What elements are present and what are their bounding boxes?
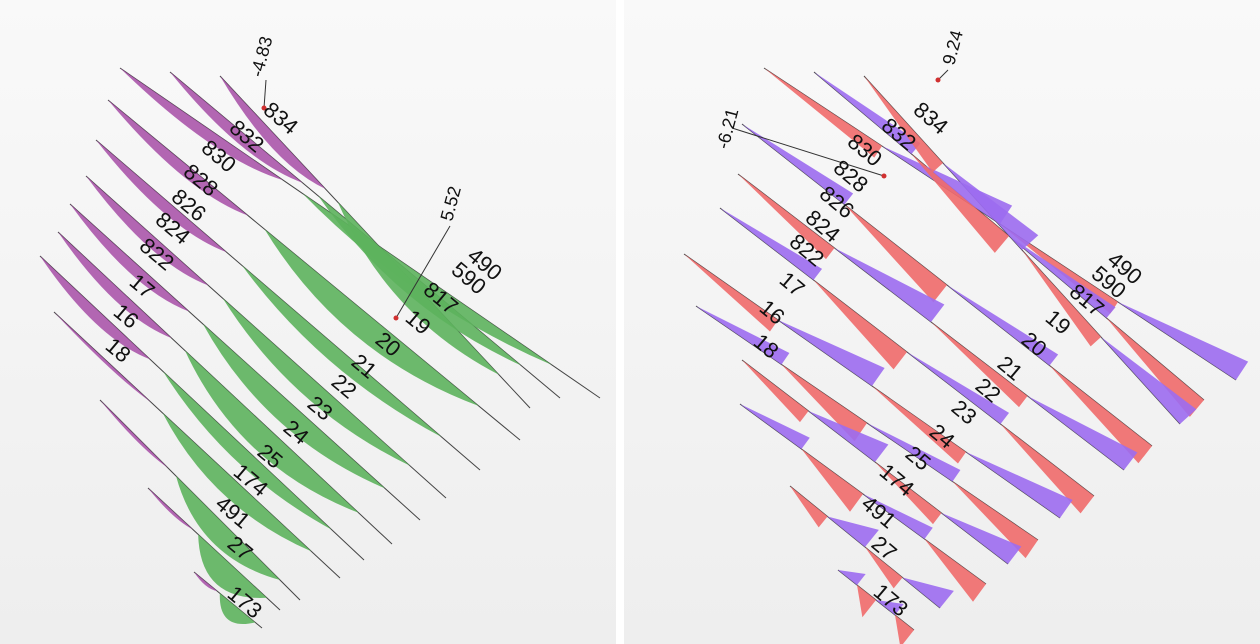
moment-positive-fill [764,68,882,158]
member-label-173: 173 [869,579,913,622]
compression-fill [170,72,303,183]
moment-negative-fill [1101,337,1197,424]
right-diagram-canvas: 9.24 -6.21 834 832 830 828 826 824 822 1… [683,28,1249,644]
compression-fill [220,76,326,189]
moment-positive-fill [801,449,863,512]
compression-fill [194,572,218,592]
moment-positive-fill [1022,250,1101,347]
moment-negative-fill [720,208,823,280]
compression-fill [86,176,209,286]
moment-negative-fill [867,423,961,482]
right-max-value: 9.24 [939,28,967,67]
compression-fill [96,140,227,253]
right-diagram-panel: 9.24 -6.21 834 832 830 828 826 824 822 1… [624,0,1260,644]
moment-negative-fill [947,285,1059,366]
compression-fill [100,400,168,468]
tension-fill [219,593,256,624]
left-min-value: -4.83 [247,34,277,79]
compression-fill [40,256,151,360]
moment-positive-fill [875,462,942,525]
moment-negative-fill [1027,396,1138,470]
moment-negative-fill [740,404,810,449]
moment-negative-fill [1009,236,1116,318]
moment-positive-fill [684,254,778,332]
moment-positive-fill [790,486,828,528]
left-force-fills [40,68,552,624]
tension-fill [184,350,359,513]
moment-negative-fill [742,124,854,205]
tension-fill [203,324,385,489]
moment-positive-fill [952,481,1038,559]
moment-positive-fill [911,154,1009,253]
left-max-value: 5.52 [437,184,465,223]
moment-negative-fill [778,320,885,386]
moment-negative-fill [941,513,1022,564]
moment-positive-fill [742,360,809,423]
compression-fill [54,312,152,403]
compression-fill [70,204,189,312]
tension-fill [163,371,332,530]
compression-fill [58,232,172,339]
moment-positive-fill [1106,318,1204,417]
moment-positive-fill [781,364,867,442]
member-line [193,571,263,629]
right-min-value: -6.21 [713,106,743,151]
moment-positive-fill [931,322,1028,408]
moment-positive-fill [924,539,986,602]
moment-negative-fill [696,306,790,365]
moment-positive-fill [872,386,966,464]
moment-negative-fill [834,248,945,322]
tension-fill [222,298,410,466]
compression-fill [148,488,193,530]
right-moment-fills [684,68,1249,644]
moment-negative-fill [863,494,933,539]
moment-positive-fill [813,280,907,370]
moment-positive-fill [1049,365,1152,464]
moment-negative-fill [902,577,954,608]
member-label-17: 17 [125,269,160,304]
moment-positive-fill [1000,424,1094,514]
tension-fill [198,534,267,598]
moment-negative-fill [943,163,1039,250]
compression-fill [120,68,284,181]
moment-negative-fill [814,72,921,154]
moment-positive-fill [865,547,903,589]
tension-fill [264,229,479,406]
tension-fill [241,265,442,437]
moment-negative-fill [876,600,904,615]
left-diagram-panel: -4.83 5.52 834 832 830 828 826 824 822 1… [0,0,616,644]
tension-fill [162,413,312,552]
moment-positive-fill [864,76,943,173]
tension-fill [176,476,280,580]
moment-positive-fill [738,174,835,260]
moment-negative-fill [966,452,1073,518]
moment-negative-fill [838,570,866,585]
right-max-callout: 9.24 [935,28,967,83]
compression-fill [108,100,249,216]
moment-positive-fill [895,615,914,644]
moment-negative-fill [1118,302,1249,380]
tension-fill [337,202,499,375]
left-diagram-canvas: -4.83 5.52 834 832 830 828 826 824 822 1… [39,34,601,629]
moment-negative-fill [827,516,879,547]
moment-positive-fill [857,585,876,618]
moment-negative-fill [907,352,1010,424]
moment-positive-fill [844,204,947,303]
moment-negative-fill [808,411,889,462]
